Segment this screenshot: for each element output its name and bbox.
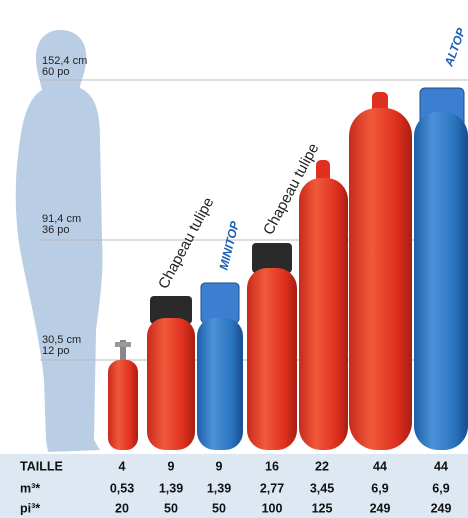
height-po: 36 po	[42, 224, 70, 236]
table-cell: 50	[164, 501, 178, 515]
table-cell: 50	[212, 501, 226, 515]
table-cell: 100	[262, 501, 283, 515]
table-cell: 6,9	[432, 481, 449, 495]
cylinder	[299, 160, 348, 450]
annotation: ALTOP	[441, 25, 468, 69]
table-cell: 9	[168, 459, 175, 473]
table-cell: 44	[373, 459, 387, 473]
person-silhouette	[15, 30, 103, 452]
table-cell: 249	[431, 501, 452, 515]
table-cell: 2,77	[260, 481, 284, 495]
table-cell: 0,53	[110, 481, 134, 495]
table-cell: 4	[119, 459, 126, 473]
cylinder	[414, 87, 468, 450]
annotation: MINITOP	[216, 219, 242, 272]
row-label: pi³*	[20, 501, 40, 515]
table-cell: 20	[115, 501, 129, 515]
annotation: Chapeau tulipe	[155, 195, 217, 292]
table-cell: 3,45	[310, 481, 334, 495]
height-cm: 91,4 cm	[42, 213, 81, 225]
table-background	[0, 454, 468, 518]
table-cell: 125	[312, 501, 333, 515]
row-label: m³*	[20, 481, 40, 495]
height-cm: 30,5 cm	[42, 334, 81, 346]
cylinder	[349, 92, 412, 450]
table: TAILLE 4 9 9 16 22 44 44 m³* 0,53 1,39 1,39 2,77 3,45…	[20, 459, 451, 515]
cylinder	[247, 243, 297, 450]
table-cell: 249	[370, 501, 391, 515]
table-cell: 16	[265, 459, 279, 473]
table-cell: 9	[216, 459, 223, 473]
table-cell: 6,9	[371, 481, 388, 495]
cylinder	[147, 296, 195, 450]
height-po: 60 po	[42, 66, 70, 78]
table-cell: 22	[315, 459, 329, 473]
table-cell: 1,39	[159, 481, 183, 495]
height-po: 12 po	[42, 345, 70, 357]
cylinder	[108, 340, 138, 450]
row-label: TAILLE	[20, 459, 63, 473]
table-cell: 1,39	[207, 481, 231, 495]
table-cell: 44	[434, 459, 448, 473]
height-cm: 152,4 cm	[42, 55, 87, 67]
cylinder	[197, 282, 243, 450]
